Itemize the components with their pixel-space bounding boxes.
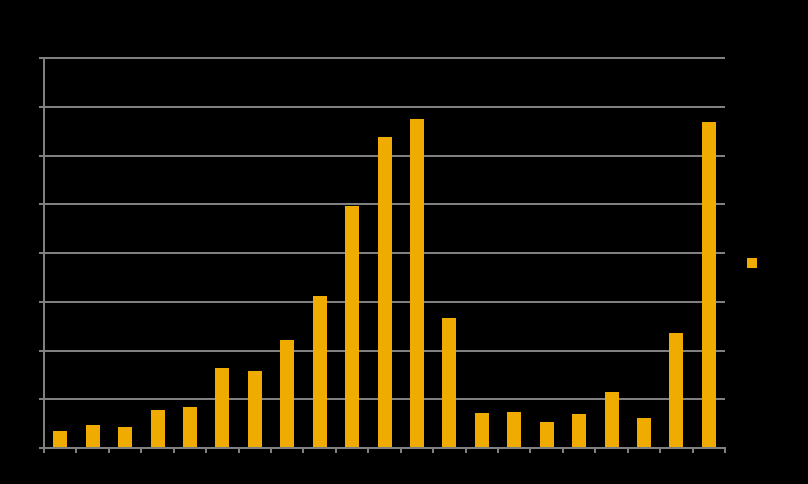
bar	[669, 332, 684, 448]
bar	[442, 317, 457, 448]
bar	[572, 413, 587, 448]
x-axis-tick	[237, 447, 240, 453]
bar	[118, 427, 133, 448]
x-axis-tick	[302, 447, 305, 453]
x-axis-tick	[367, 447, 370, 453]
bar	[280, 339, 295, 448]
gridline	[39, 105, 725, 108]
x-axis-tick	[107, 447, 110, 453]
bar	[539, 422, 554, 448]
bar	[215, 367, 230, 448]
x-axis-tick	[724, 447, 726, 453]
bar	[377, 137, 392, 448]
x-axis-tick	[43, 447, 45, 453]
x-axis-tick	[172, 447, 175, 453]
legend-marker	[747, 258, 757, 268]
x-axis-tick	[432, 447, 435, 453]
x-axis-tick	[205, 447, 208, 453]
x-axis-tick	[497, 447, 499, 453]
x-axis-tick	[659, 447, 662, 453]
bar	[604, 392, 619, 448]
bar	[85, 424, 100, 448]
bar	[312, 295, 327, 448]
x-axis-tick	[561, 447, 564, 453]
bar	[150, 409, 165, 448]
bar	[474, 412, 489, 448]
x-axis-tick	[594, 447, 597, 453]
x-axis-tick	[334, 447, 337, 453]
bar	[247, 371, 262, 448]
x-axis-tick	[529, 447, 532, 453]
bar	[345, 206, 360, 448]
plot-area	[39, 57, 726, 453]
x-axis-line	[39, 447, 725, 449]
bar	[701, 121, 716, 448]
gridline	[39, 57, 725, 59]
x-axis-tick	[464, 447, 467, 453]
bar	[507, 411, 522, 448]
x-axis-tick	[140, 447, 143, 453]
bar	[53, 430, 68, 448]
x-axis-tick	[270, 447, 272, 453]
x-axis-tick	[691, 447, 694, 453]
x-axis-tick	[75, 447, 78, 453]
bar	[636, 417, 651, 448]
y-axis-line	[43, 57, 45, 449]
x-axis-tick	[399, 447, 402, 453]
x-axis-tick	[626, 447, 629, 453]
bar	[409, 118, 424, 448]
bar	[182, 407, 197, 448]
